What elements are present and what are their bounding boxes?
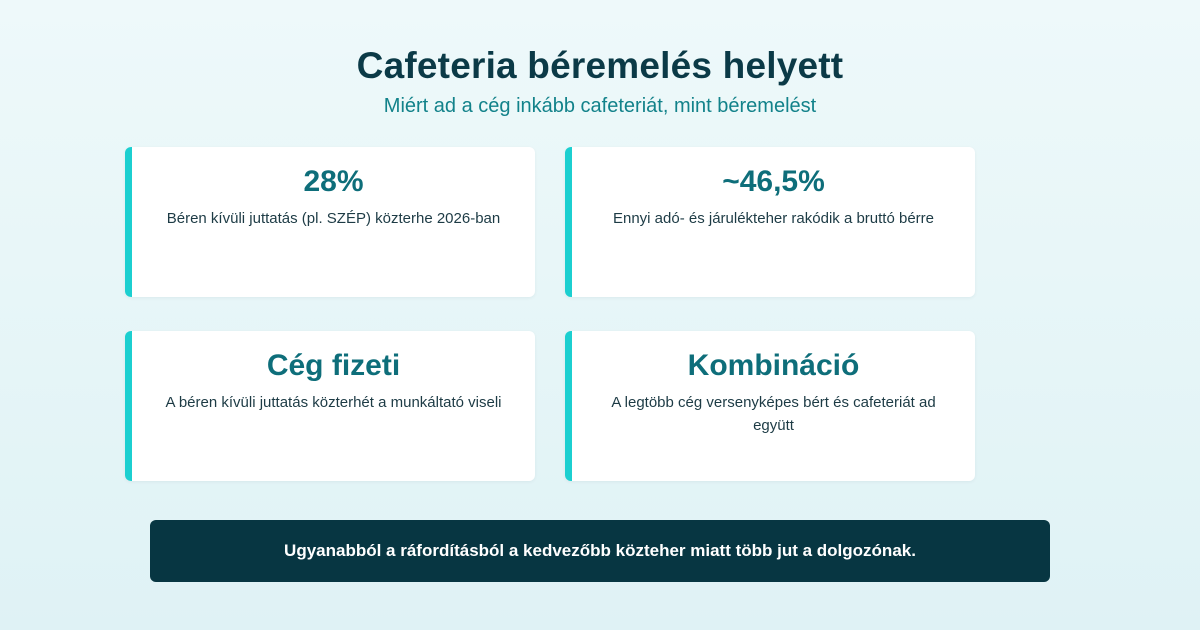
stat-card-description: A legtöbb cég versenyképes bért és cafet…: [611, 394, 936, 434]
summary-banner: Ugyanabból a ráfordításból a kedvezőbb k…: [150, 520, 1050, 582]
stat-card-description: Ennyi adó- és járulékteher rakódik a bru…: [612, 210, 934, 227]
stat-card-company-pays: Cég fizeti A béren kívüli juttatás közte…: [125, 331, 535, 481]
stat-card-wage-burden: ~46,5% Ennyi adó- és járulékteher rakódi…: [565, 147, 975, 297]
stat-card-value: Cég fizeti: [266, 349, 401, 382]
stat-card-tax-rate: 28% Béren kívüli juttatás (pl. SZÉP) köz…: [125, 147, 535, 297]
stat-card-combination: Kombináció A legtöbb cég versenyképes bé…: [565, 331, 975, 481]
summary-banner-text: Ugyanabból a ráfordításból a kedvezőbb k…: [284, 541, 916, 560]
page-subtitle: Miért ad a cég inkább cafeteriát, mint b…: [383, 95, 817, 117]
stat-card-value: ~46,5%: [722, 165, 825, 198]
stat-card-value: Kombináció: [687, 349, 860, 382]
page-title: Cafeteria béremelés helyett: [356, 45, 844, 86]
stat-card-description: A béren kívüli juttatás közterhét a munk…: [165, 394, 502, 411]
stat-card-description: Béren kívüli juttatás (pl. SZÉP) közterh…: [166, 210, 501, 227]
stat-card-value: 28%: [303, 165, 364, 198]
